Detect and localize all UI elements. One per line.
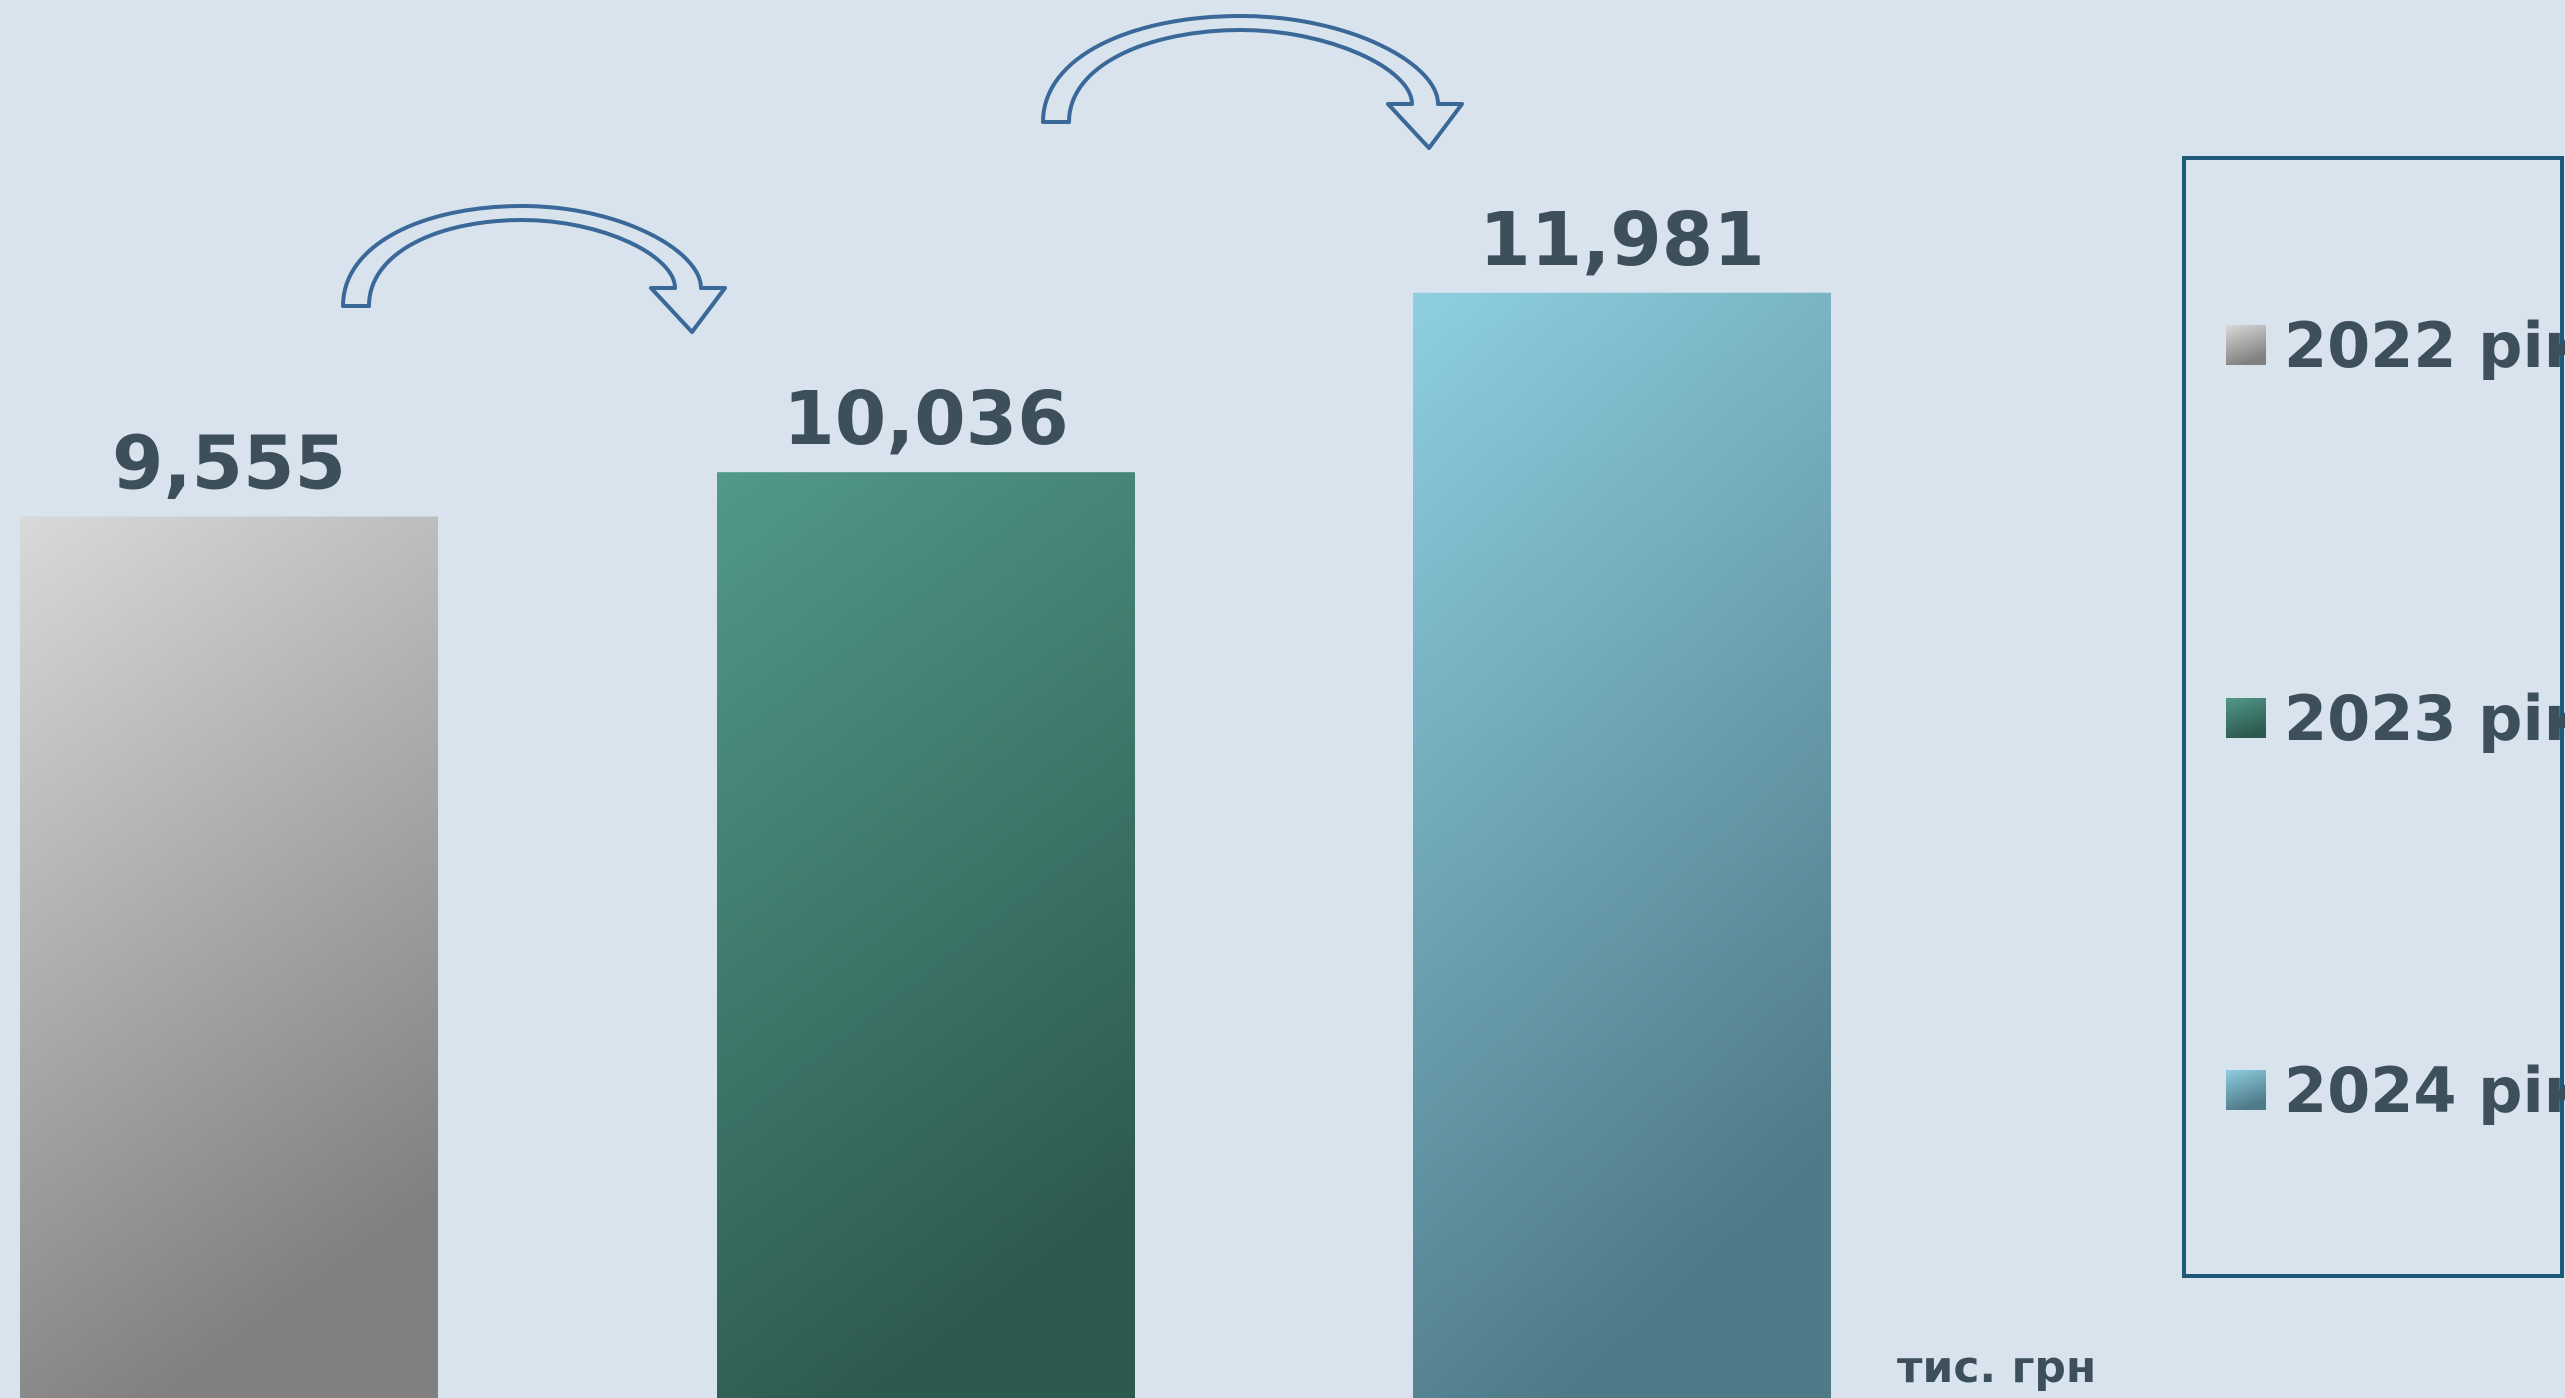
legend-label-3: 2024 рік — [2284, 1054, 2565, 1127]
bar-3 — [1413, 292, 1831, 1398]
data-label-1: 9,555 — [112, 421, 346, 507]
curved-arrow-2 — [1041, 14, 1464, 150]
legend-box — [2182, 156, 2564, 1278]
legend-swatch-1 — [2226, 325, 2266, 365]
arrows-layer — [341, 14, 1464, 334]
unit-label: тис. грн — [1897, 1342, 2096, 1393]
legend-label-1: 2022 рік — [2284, 309, 2565, 382]
value-labels-layer: 9,555 10,036 11,981 — [112, 197, 1765, 507]
data-label-2: 10,036 — [783, 376, 1069, 462]
bar-2 — [717, 472, 1135, 1398]
legend-swatch-2 — [2226, 698, 2266, 738]
data-label-3: 11,981 — [1479, 197, 1765, 283]
legend-label-2: 2023 рік — [2284, 682, 2565, 755]
bars-layer — [20, 292, 1831, 1398]
legend: 2022 рік 2023 рік 2024 рік — [2182, 156, 2565, 1278]
bar-1 — [20, 516, 438, 1398]
curved-arrow-1 — [341, 204, 727, 334]
legend-swatch-3 — [2226, 1070, 2266, 1110]
